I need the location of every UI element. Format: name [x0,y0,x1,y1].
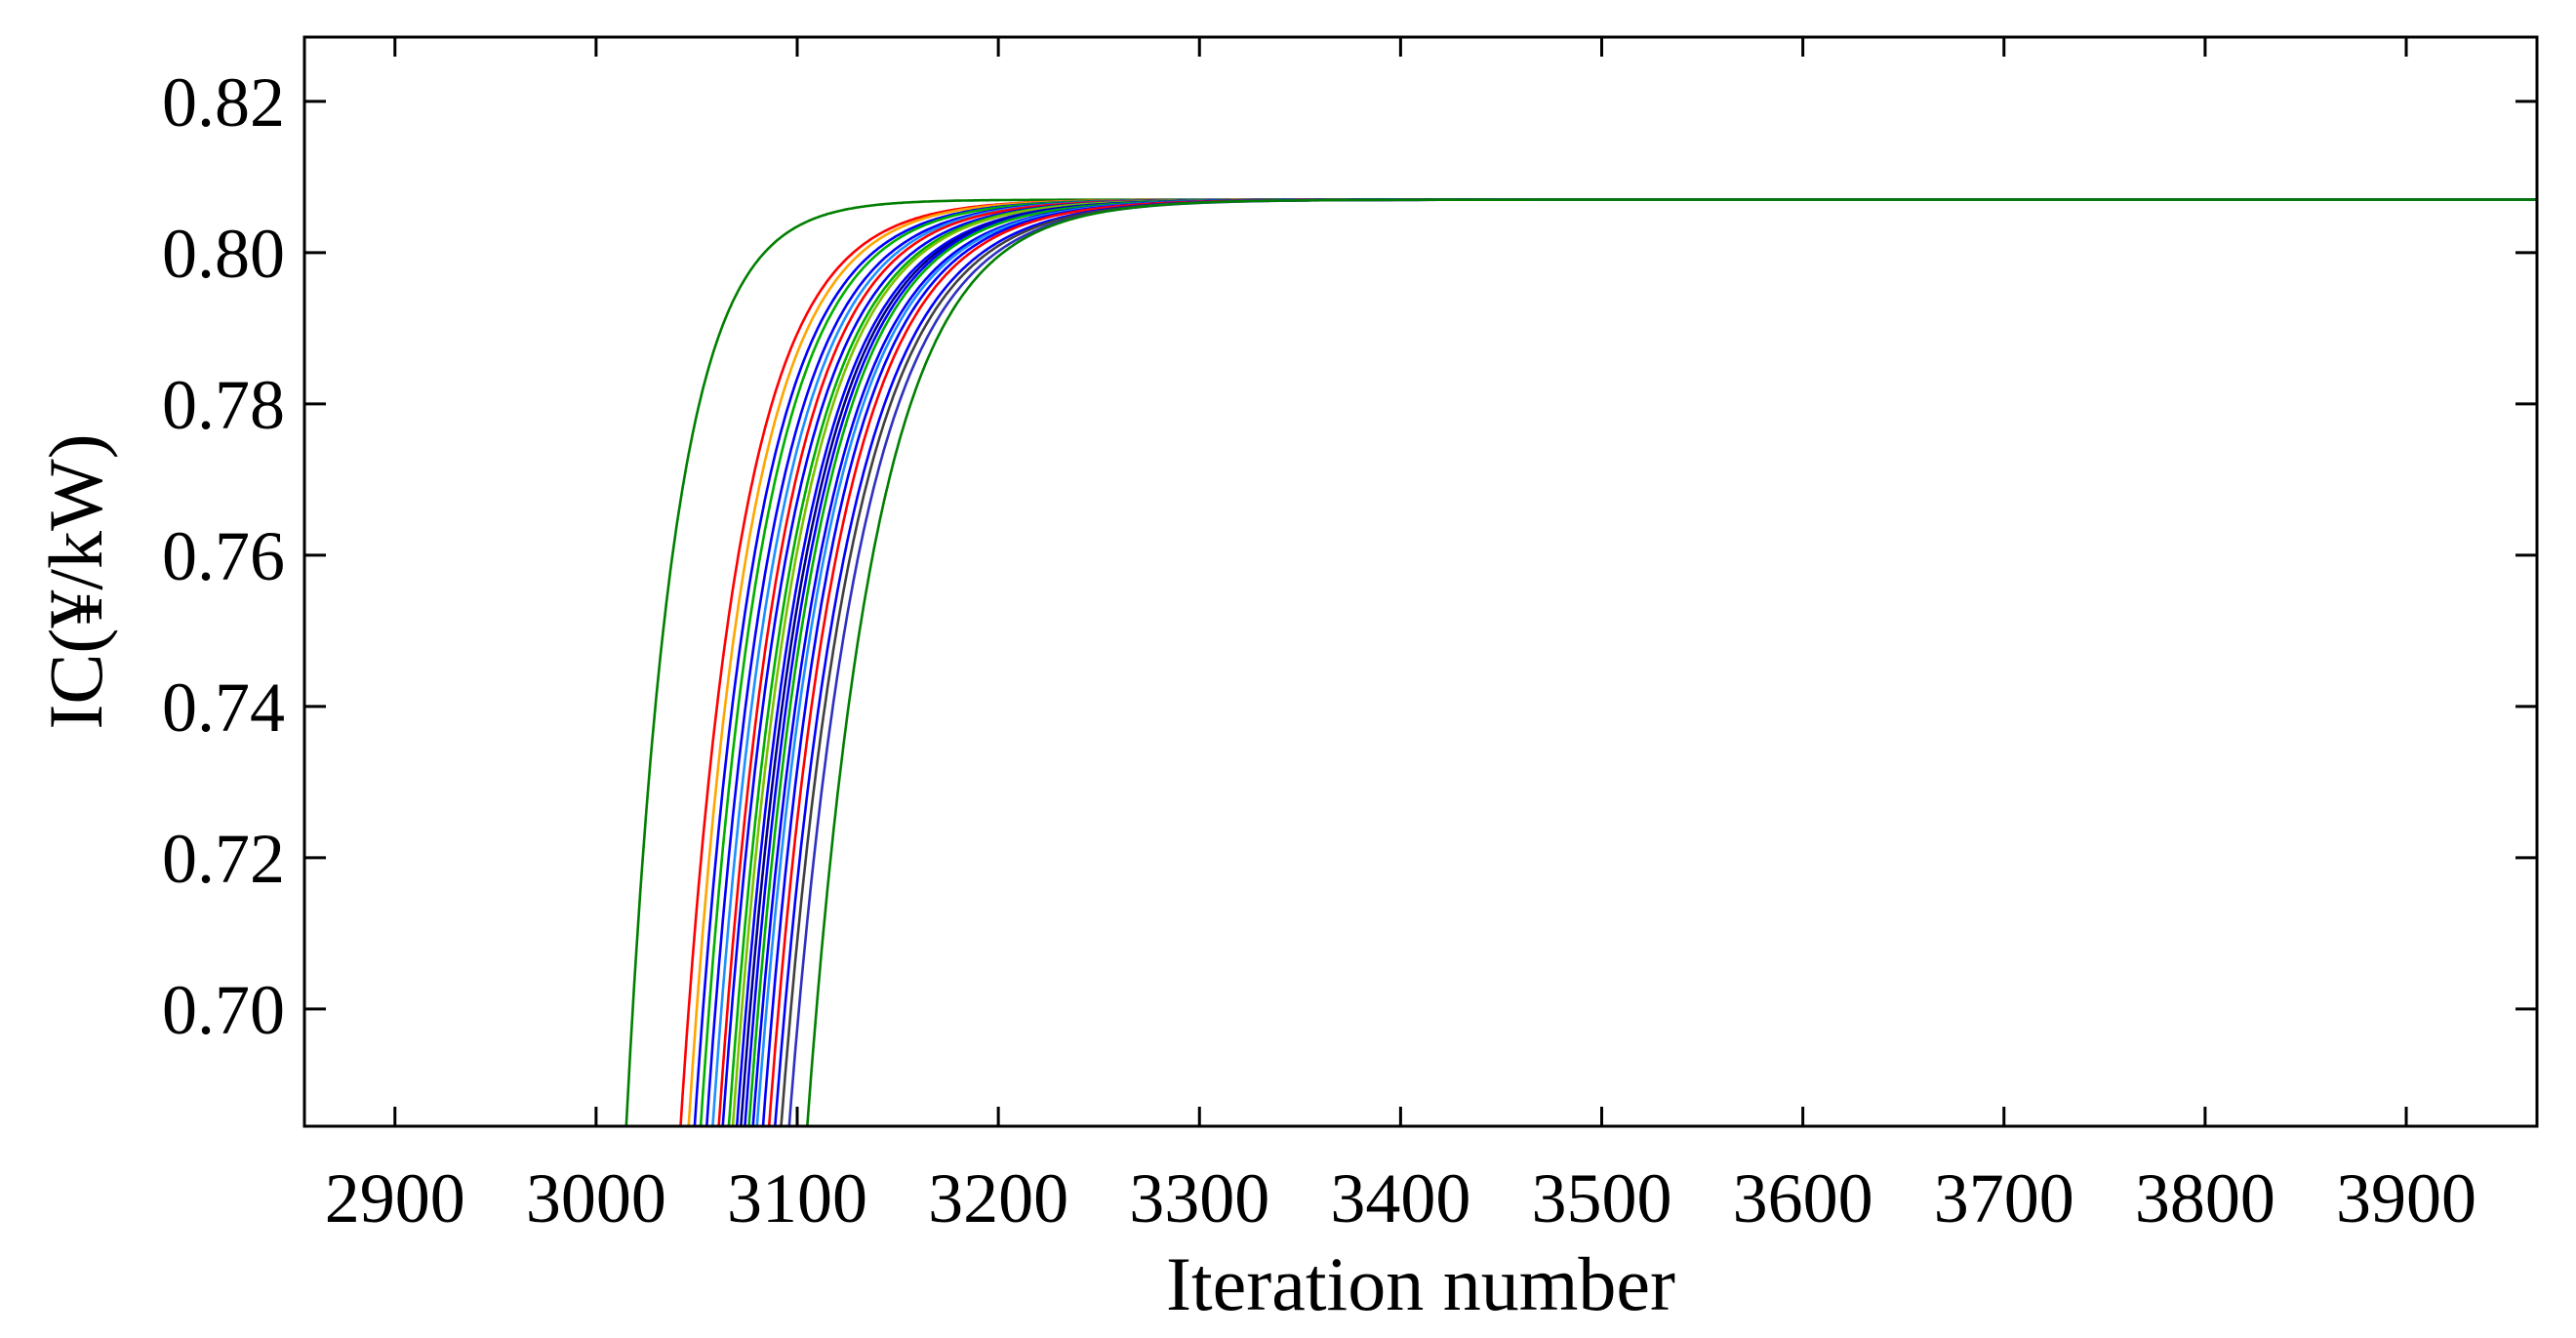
x-tick-label: 3500 [1532,1159,1672,1237]
x-tick-label: 3700 [1934,1159,2074,1237]
x-tick-label: 3800 [2135,1159,2275,1237]
plot-frame [302,35,2539,1128]
y-tick-label: 0.74 [162,669,285,747]
y-tick-label: 0.80 [162,215,285,293]
y-tick-label: 0.72 [162,820,285,898]
x-axis-title: Iteration number [1166,1241,1675,1326]
plot-background [304,37,2537,1126]
series-line-23 [806,198,2537,1126]
x-tick-label: 3400 [1330,1159,1470,1237]
y-tick-label: 0.82 [162,63,285,142]
x-tick-label: 3100 [727,1159,867,1237]
x-tick-label: 3600 [1733,1159,1873,1237]
y-tick-label: 0.70 [162,971,285,1049]
y-tick-label: 0.78 [162,366,285,444]
y-axis-title: IC(¥/kW) [33,433,118,729]
y-tick-label: 0.76 [162,517,285,595]
y-axis-ticks [304,100,2537,1011]
x-tick-label: 3900 [2336,1159,2476,1237]
x-tick-label: 3300 [1129,1159,1269,1237]
series-layer [624,198,2537,1126]
x-tick-label: 3200 [928,1159,1068,1237]
x-tick-label: 2900 [325,1159,465,1237]
x-axis-ticks [393,37,2408,1126]
x-tick-label: 3000 [526,1159,666,1237]
